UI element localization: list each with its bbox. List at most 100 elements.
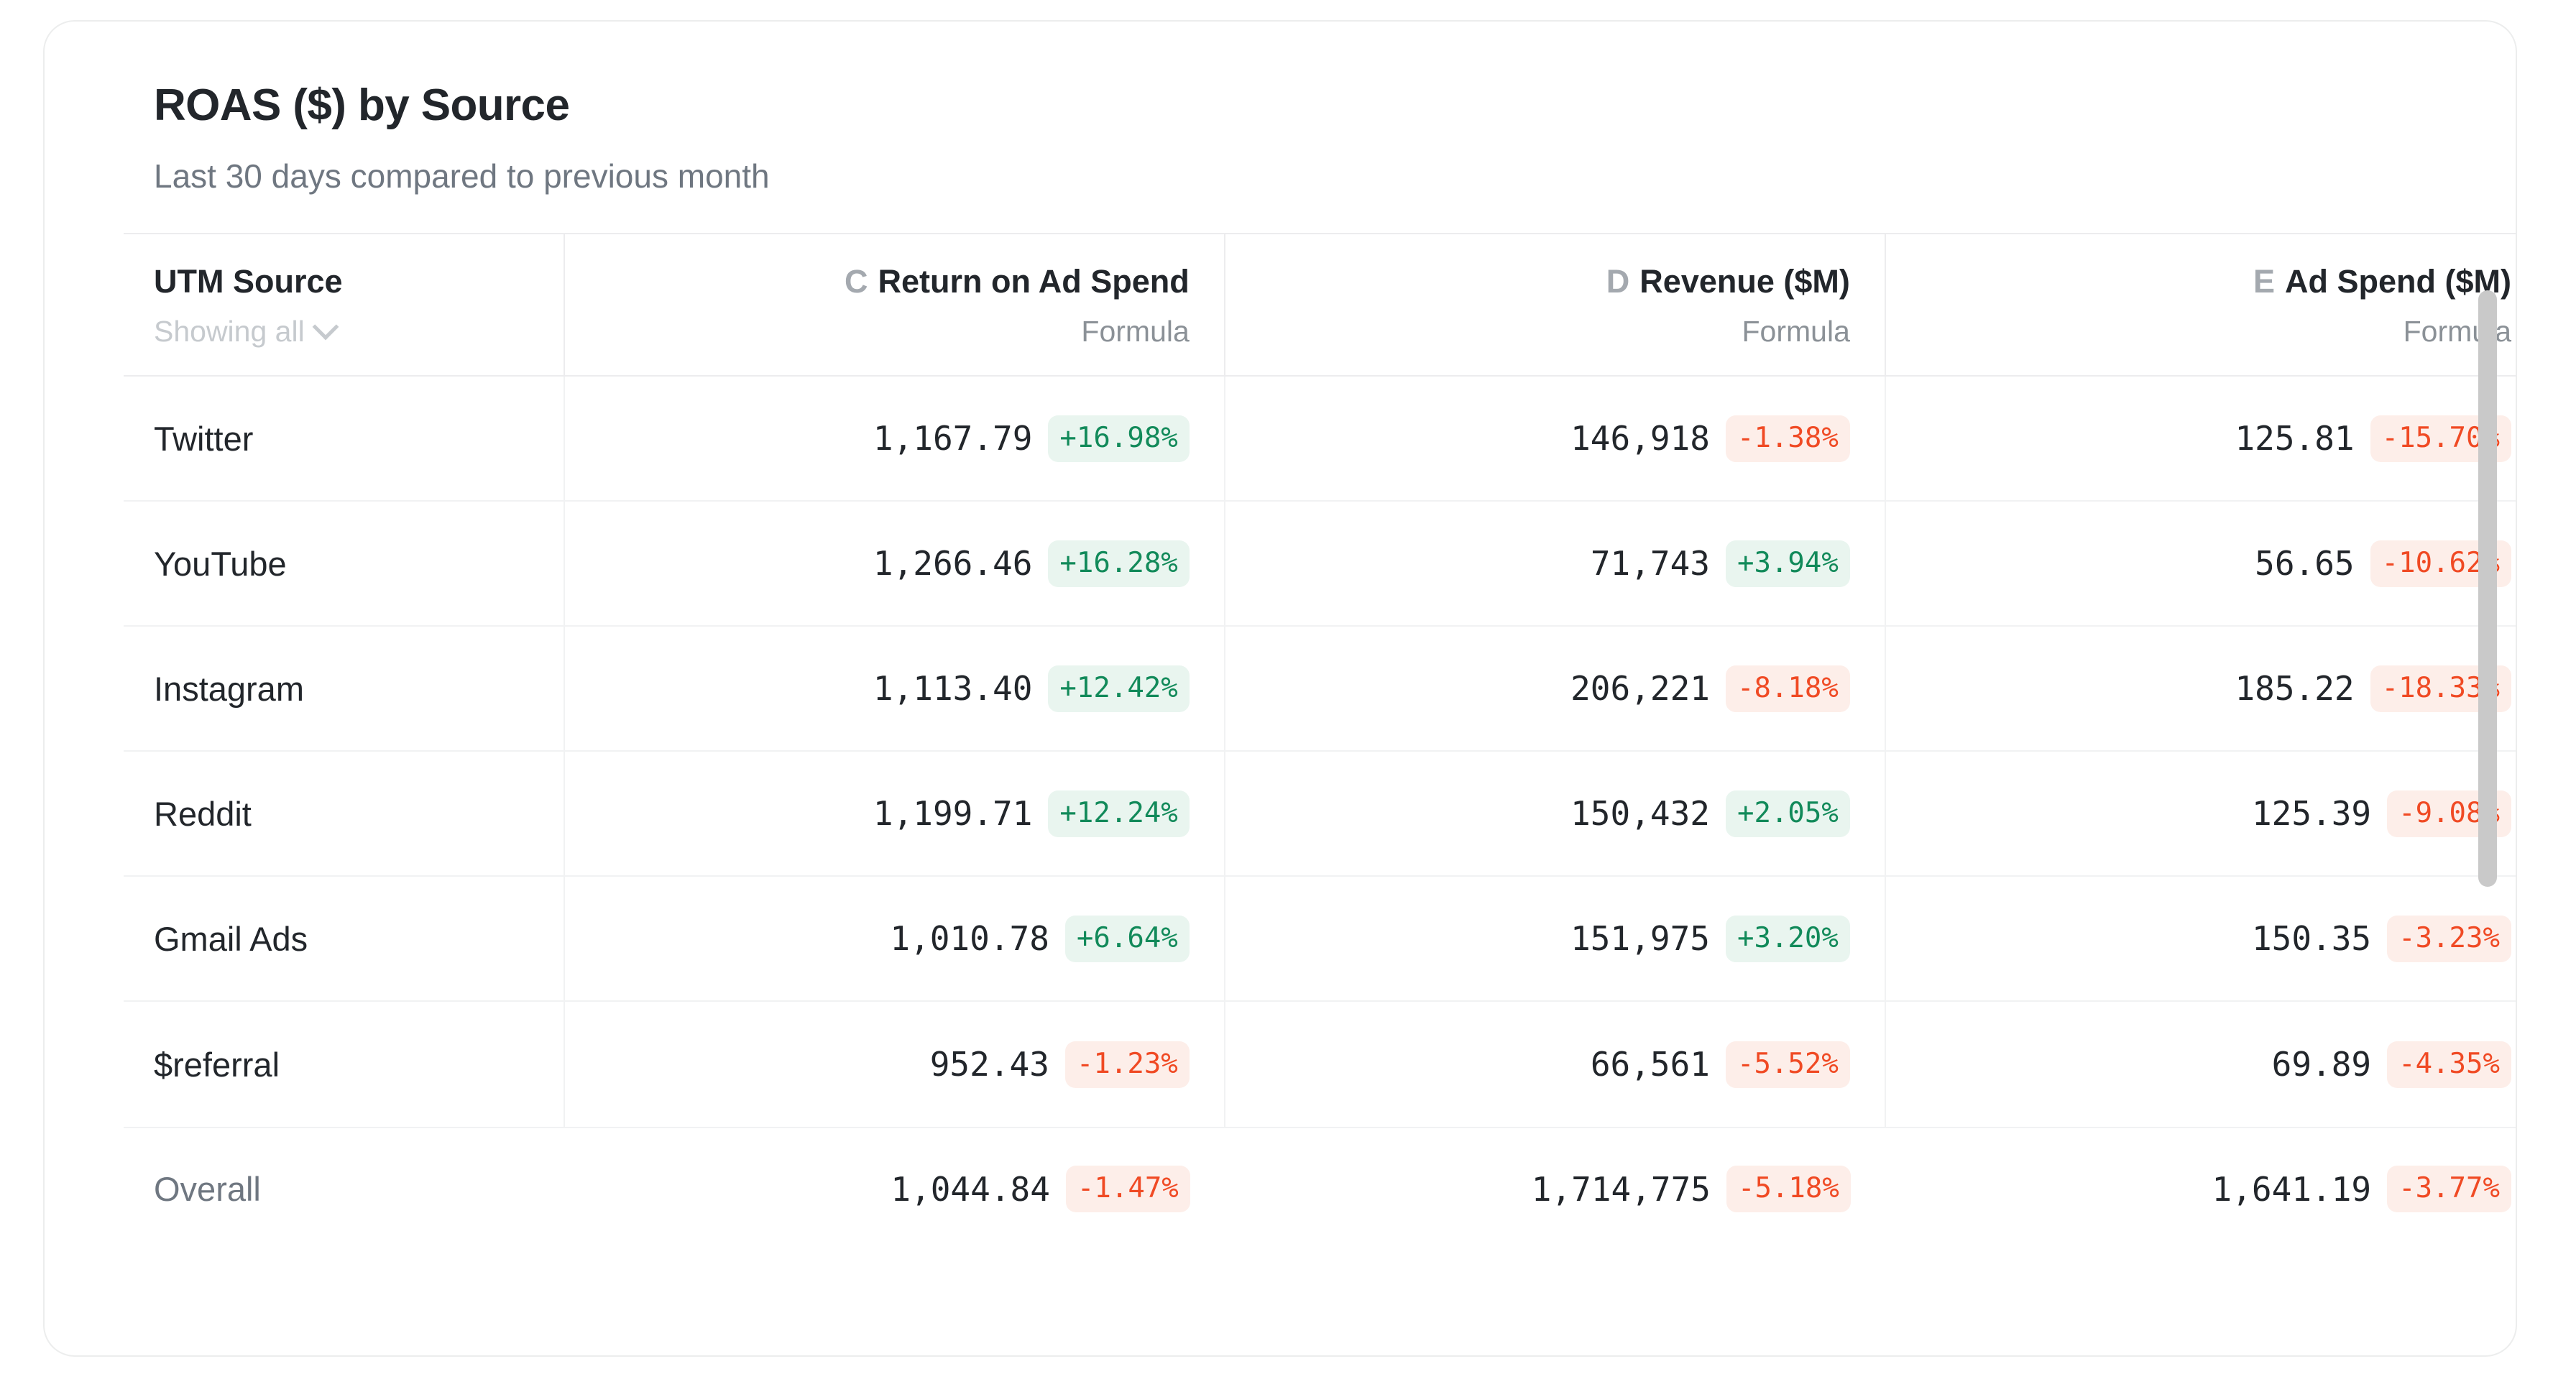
cell-revenue: 150,432 +2.05% [1223,751,1885,877]
overall-adspend-delta: -3.77% [2387,1166,2511,1213]
table-row[interactable]: Gmail Ads 1,010.78 +6.64% 151,975 +3.20% 150.… [124,876,2516,1002]
cell-ad-spend: 150.35 -3.23% [1884,876,2516,1002]
overall-label: Overall [154,1170,261,1209]
source-label: Reddit [154,794,252,833]
table-scroll-region[interactable]: UTM Source Showing all C Return on Ad Spe… [45,232,2516,1250]
cell-roas-delta-badge: +16.98% [1048,415,1190,462]
cell-ad-spend-delta-badge: -3.23% [2387,915,2511,962]
cell-utm-source: $referral [124,1001,564,1129]
table-body: Twitter 1,167.79 +16.98% 146,918 -1.38% 125.8… [124,376,2516,1129]
cell-ad-spend-value: 185.22 [2235,669,2355,709]
table-footer: Overall 1,044.84 -1.47% 1,714,775 -5.18 [124,1127,2516,1250]
cell-revenue-delta-badge: +3.20% [1725,915,1850,962]
column-header-utm-source[interactable]: UTM Source Showing all [124,232,564,377]
cell-ad-spend-value: 125.39 [2251,794,2372,834]
cell-revenue-value: 66,561 [1590,1045,1710,1084]
column-letter-c: C [844,263,868,300]
cell-roas-delta-badge: +12.42% [1048,665,1190,712]
cell-roas: 1,113.40 +12.42% [563,626,1225,752]
source-label: Gmail Ads [154,919,308,958]
cell-revenue-value: 151,975 [1570,919,1710,959]
cell-roas-value: 1,266.46 [873,544,1033,584]
page-title: ROAS ($) by Source [154,80,570,130]
cell-roas-delta-badge: +16.28% [1048,540,1190,587]
table-row[interactable]: YouTube 1,266.46 +16.28% 71,743 +3.94% 56.65-… [124,501,2516,627]
cell-roas: 952.43 -1.23% [563,1001,1225,1129]
cell-revenue-value: 150,432 [1570,794,1710,834]
column-title-utm-source: UTM Source [154,263,343,300]
overall-adspend-value: 1,641.19 [2212,1169,2372,1209]
cell-revenue-delta-badge: +3.94% [1725,540,1850,587]
cell-roas: 1,167.79 +16.98% [563,376,1225,502]
cell-ad-spend: 185.22 -18.33% [1884,626,2516,752]
column-letter-d: D [1606,263,1630,300]
table-scrollbar-thumb[interactable] [2478,290,2497,887]
cell-roas-delta-badge: +6.64% [1064,915,1190,962]
cell-ad-spend: 125.39 -9.08% [1884,751,2516,877]
chevron-down-icon [312,313,339,341]
cell-ad-spend-delta-badge: -4.35% [2387,1041,2511,1088]
cell-roas: 1,266.46 +16.28% [563,501,1225,627]
table-scrollbar[interactable] [2478,272,2497,1177]
cell-ad-spend-value: 125.81 [2235,419,2355,458]
column-subtitle-d: Formula [1742,315,1850,349]
overall-adspend-cell: 1,641.19 -3.77% [1885,1127,2516,1250]
cell-utm-source: Reddit [124,751,564,877]
cell-revenue-value: 206,221 [1570,669,1710,709]
cell-revenue: 71,743 +3.94% [1223,501,1885,627]
overall-label-cell: Overall [124,1127,564,1250]
cell-revenue: 66,561 -5.52% [1223,1001,1885,1129]
overall-roas-delta: -1.47% [1065,1166,1190,1213]
utm-source-filter-dropdown[interactable]: Showing all [154,313,339,349]
cell-revenue-value: 71,743 [1590,544,1710,584]
column-header-ad-spend[interactable]: E Ad Spend ($M) Formula [1884,232,2516,377]
column-header-return-on-ad-spend[interactable]: C Return on Ad Spend Formula [563,232,1225,377]
cell-utm-source: Instagram [124,626,564,752]
card-subtitle: Last 30 days compared to previous month [154,157,770,195]
cell-ad-spend: 69.89 -4.35% [1884,1001,2516,1129]
table-row[interactable]: Instagram 1,113.40 +12.42% 206,221 -8.18% 185… [124,626,2516,752]
column-label-d: Revenue ($M) [1639,263,1850,300]
overall-revenue-delta: -5.18% [1726,1166,1851,1213]
cell-roas: 1,199.71 +12.24% [563,751,1225,877]
cell-revenue-delta-badge: -5.52% [1725,1041,1850,1088]
overall-revenue-value: 1,714,775 [1531,1169,1711,1209]
source-label: $referral [154,1045,280,1084]
cell-revenue: 206,221 -8.18% [1223,626,1885,752]
roas-card: ROAS ($) by Source Last 30 days compared… [43,20,2517,1357]
cell-roas-value: 1,010.78 [890,919,1049,959]
cell-roas-value: 1,167.79 [873,419,1033,458]
column-subtitle-e: Formula [2403,315,2511,349]
column-subtitle-c: Formula [1081,315,1190,349]
table-row[interactable]: Twitter 1,167.79 +16.98% 146,918 -1.38% 125.8… [124,376,2516,502]
cell-roas-value: 1,113.40 [873,669,1033,709]
cell-roas-value: 952.43 [929,1045,1049,1084]
cell-revenue-delta-badge: -8.18% [1725,665,1850,712]
table-header: UTM Source Showing all C Return on Ad Spe… [124,232,2516,377]
cell-ad-spend-value: 56.65 [2255,544,2355,584]
table-row[interactable]: $referral 952.43 -1.23% 66,561 -5.52% 69.89 -4… [124,1001,2516,1129]
overall-revenue-cell: 1,714,775 -5.18% [1224,1127,1885,1250]
cell-roas: 1,010.78 +6.64% [563,876,1225,1002]
cell-utm-source: YouTube [124,501,564,627]
cell-roas-value: 1,199.71 [873,794,1033,834]
filter-label: Showing all [154,315,305,349]
cell-ad-spend-value: 150.35 [2251,919,2372,959]
cell-roas-delta-badge: +12.24% [1048,790,1190,837]
overall-roas-cell: 1,044.84 -1.47% [564,1127,1225,1250]
cell-ad-spend: 56.65 -10.62% [1884,501,2516,627]
column-title-return-on-ad-spend: C Return on Ad Spend [565,264,1190,298]
overall-row: Overall 1,044.84 -1.47% 1,714,775 -5.18 [124,1127,2516,1250]
source-label: YouTube [154,544,287,583]
column-header-revenue[interactable]: D Revenue ($M) Formula [1223,232,1885,377]
column-title-ad-spend: E Ad Spend ($M) [1886,264,2511,298]
cell-ad-spend-value: 69.89 [2271,1045,2372,1084]
cell-ad-spend: 125.81 -15.70% [1884,376,2516,502]
column-label-e: Ad Spend ($M) [2285,263,2511,300]
cell-utm-source: Gmail Ads [124,876,564,1002]
source-label: Twitter [154,419,254,458]
source-label: Instagram [154,669,304,708]
table-row[interactable]: Reddit 1,199.71 +12.24% 150,432 +2.05% 125.39… [124,751,2516,877]
cell-revenue-value: 146,918 [1570,419,1710,458]
